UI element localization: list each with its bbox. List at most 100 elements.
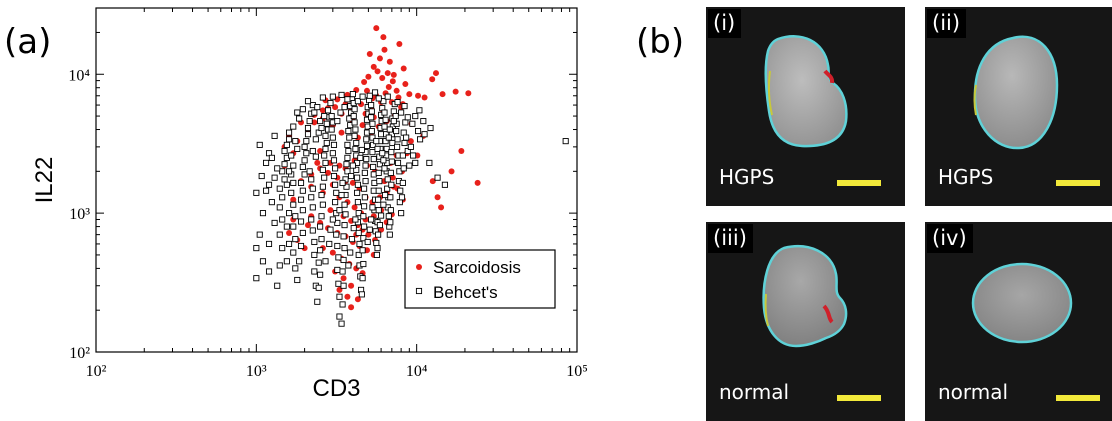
- behcets-point: [382, 138, 389, 145]
- behcets-point: [403, 134, 410, 141]
- sarcoidosis-point: [432, 70, 439, 77]
- behcets-point: [388, 181, 395, 188]
- y-tick-label: 10⁴: [68, 67, 90, 84]
- behcets-point: [380, 157, 387, 164]
- behcets-point: [332, 165, 339, 172]
- behcets-point: [276, 231, 283, 238]
- sarcoidosis-point: [400, 65, 407, 72]
- behcets-point: [311, 251, 318, 258]
- behcets-point: [306, 118, 313, 125]
- behcets-point: [344, 141, 351, 148]
- behcets-point: [321, 174, 328, 181]
- behcets-point: [349, 91, 356, 98]
- behcets-point: [279, 168, 286, 175]
- behcets-point: [329, 150, 336, 157]
- behcets-point: [383, 145, 390, 152]
- behcets-point: [394, 143, 401, 150]
- behcets-point: [304, 124, 312, 132]
- behcets-point: [263, 187, 270, 194]
- sarcoidosis-point: [340, 275, 347, 282]
- behcets-point: [292, 265, 299, 272]
- behcets-point: [253, 275, 260, 282]
- behcets-point: [371, 179, 378, 186]
- sarcoidosis-point: [438, 204, 445, 211]
- legend-behcets-label: Behcet's: [433, 283, 498, 302]
- behcets-point: [387, 219, 394, 226]
- micrograph-tile-iii: (iii) normal: [706, 222, 905, 421]
- behcets-point: [294, 145, 301, 152]
- panel-a-label: (a): [4, 22, 52, 62]
- behcets-point: [324, 107, 332, 114]
- behcets-point: [312, 136, 319, 143]
- behcets-point: [335, 280, 342, 287]
- behcets-point: [343, 161, 350, 168]
- behcets-point: [354, 98, 361, 105]
- behcets-point: [314, 298, 321, 305]
- behcets-point: [317, 118, 324, 125]
- behcets-point: [328, 126, 335, 133]
- behcets-point: [309, 147, 316, 155]
- behcets-point: [355, 210, 362, 217]
- behcets-point: [308, 194, 315, 201]
- condition-label: HGPS: [719, 165, 775, 189]
- behcets-point: [375, 95, 382, 102]
- behcets-point: [286, 136, 293, 143]
- behcets-point: [281, 147, 288, 155]
- sarcoidosis-point: [474, 179, 481, 186]
- behcets-point: [398, 210, 405, 217]
- sarcoidosis-point: [395, 94, 402, 101]
- behcets-point: [336, 313, 343, 320]
- behcets-point: [318, 124, 325, 132]
- behcets-point: [330, 141, 338, 148]
- behcets-point: [398, 109, 405, 116]
- behcets-point: [412, 113, 419, 120]
- behcets-point: [374, 145, 381, 152]
- behcets-point: [334, 242, 341, 250]
- behcets-point: [378, 212, 385, 219]
- behcets-point: [304, 131, 312, 138]
- behcets-point: [265, 181, 273, 188]
- behcets-point: [296, 115, 303, 122]
- behcets-point: [369, 120, 376, 127]
- behcets-point: [370, 141, 377, 148]
- behcets-point: [290, 162, 297, 169]
- sarcoidosis-point: [378, 226, 385, 233]
- behcets-point: [265, 268, 273, 275]
- behcets-point: [297, 179, 305, 186]
- behcets-point: [319, 183, 326, 190]
- behcets-point: [329, 93, 336, 100]
- behcets-point: [376, 161, 383, 168]
- behcets-point: [412, 159, 419, 166]
- x-tick-label: 10⁵: [566, 363, 588, 380]
- behcets-point: [402, 119, 409, 126]
- behcets-point: [279, 194, 286, 201]
- behcets-point: [350, 113, 357, 120]
- behcets-point: [388, 158, 395, 165]
- behcets-point: [319, 166, 326, 173]
- y-tick-label: 10²: [69, 345, 90, 362]
- sarcoidosis-point: [314, 159, 321, 166]
- behcets-point: [253, 245, 260, 252]
- behcets-point: [336, 293, 343, 300]
- legend-behcets-marker: [415, 287, 423, 295]
- behcets-point: [333, 231, 340, 238]
- behcets-point: [354, 181, 361, 188]
- behcets-point: [361, 223, 368, 230]
- behcets-point: [290, 123, 297, 130]
- sarcoidosis-point: [385, 83, 392, 90]
- behcets-point: [297, 196, 305, 203]
- behcets-point: [339, 268, 346, 275]
- behcets-point: [351, 119, 358, 126]
- behcets-point: [341, 245, 348, 252]
- y-axis-label: IL22: [31, 157, 58, 204]
- behcets-point: [394, 136, 401, 143]
- behcets-point: [330, 157, 338, 164]
- behcets-point: [259, 258, 267, 265]
- behcets-point: [283, 258, 290, 265]
- y-tick-label: 10³: [69, 206, 90, 223]
- behcets-point: [406, 162, 413, 169]
- behcets-point: [340, 233, 347, 240]
- behcets-point: [259, 210, 267, 217]
- behcets-point: [286, 168, 293, 175]
- behcets-point: [344, 154, 351, 161]
